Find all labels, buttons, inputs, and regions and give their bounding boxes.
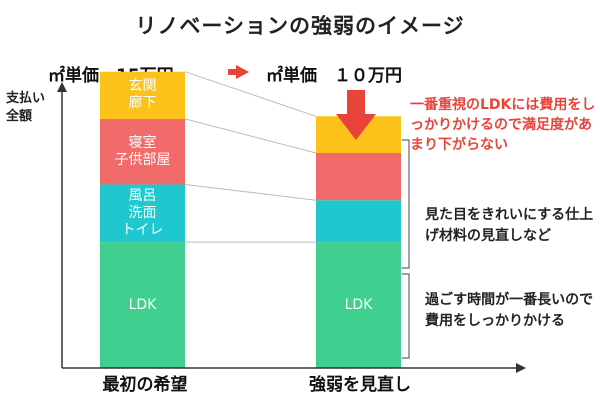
guide-line (184, 118, 317, 154)
category-label-before: 最初の希望 (102, 375, 188, 395)
category-label-after: 強弱を見直し (309, 375, 411, 395)
bar-segment-label: LDK (344, 296, 373, 313)
y-axis-arrow-icon (57, 82, 67, 92)
guide-line (184, 71, 317, 117)
arrow-down-icon (336, 90, 376, 140)
y-axis-label: 支払い 全額 (6, 90, 46, 126)
y-axis-label-line: 支払い (6, 91, 46, 106)
bar-segment-label: 玄関 廊下 (128, 78, 157, 112)
bar-segment-bath (100, 184, 185, 243)
bar-segment-label: 寝室 子供部屋 (114, 134, 171, 168)
guide-line (184, 183, 317, 201)
bar-segment-ldk (100, 242, 185, 368)
bracket-icon-upper (402, 139, 410, 269)
x-axis-arrow-icon (516, 363, 526, 373)
arrow-right-icon-stem (228, 69, 238, 75)
bracket-icon-lower (402, 273, 410, 359)
bar-segment-label: 風呂 洗面 トイレ (121, 187, 164, 238)
note-ldk-cost: 過ごす時間が一番長いので費用をしっかりかける (425, 292, 594, 329)
bar-segment-bed (316, 152, 401, 201)
arrow-right-icon (236, 65, 249, 79)
y-axis-label-line: 全額 (6, 109, 33, 124)
price-after: ㎡単価 １０万円 (266, 66, 402, 86)
bar-segment-bath (316, 200, 401, 243)
bar-segment-entrance (100, 71, 185, 119)
bar-segment-label: LDK (128, 296, 157, 313)
note-ldk-priority: 一番重視のLDKには費用をしっかりかけるので満足度があまり下がらない (410, 97, 596, 153)
bar-segment-ldk (316, 242, 401, 368)
note-finish-materials: 見た目をきれいにする仕上げ材料の見直しなど (425, 207, 594, 244)
bar-segment-bed (100, 118, 185, 185)
page-title: リノベーションの強弱のイメージ (135, 14, 465, 38)
